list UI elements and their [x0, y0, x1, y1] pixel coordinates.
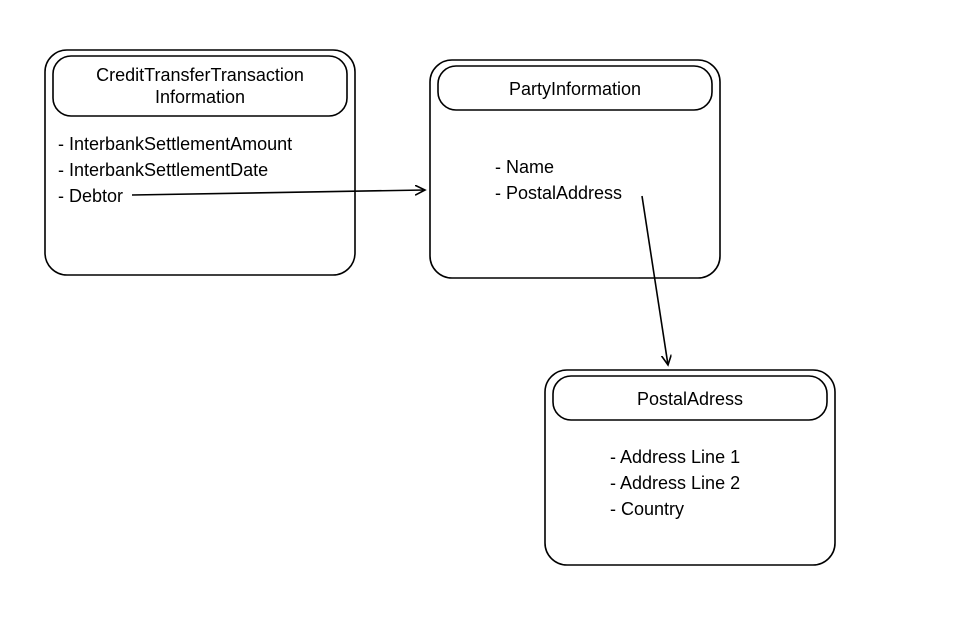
- node-credit-title-2: Information: [155, 87, 245, 107]
- diagram-canvas: CreditTransferTransaction Information - …: [0, 0, 970, 640]
- postal-attr-0: - Address Line 1: [610, 447, 740, 467]
- node-credit-transfer: CreditTransferTransaction Information - …: [45, 50, 355, 275]
- postal-attr-1: - Address Line 2: [610, 473, 740, 493]
- credit-attr-2: - Debtor: [58, 186, 123, 206]
- edge-debtor-to-party: [132, 190, 425, 195]
- postal-attr-2: - Country: [610, 499, 684, 519]
- node-party-information: PartyInformation - Name - PostalAddress: [430, 60, 720, 278]
- node-postal-title: PostalAdress: [637, 389, 743, 409]
- node-credit-title-1: CreditTransferTransaction: [96, 65, 304, 85]
- party-attr-0: - Name: [495, 157, 554, 177]
- credit-attr-0: - InterbankSettlementAmount: [58, 134, 292, 154]
- credit-attr-1: - InterbankSettlementDate: [58, 160, 268, 180]
- edge-postaladdress-to-postal: [642, 196, 668, 365]
- node-party-title: PartyInformation: [509, 79, 641, 99]
- party-attr-1: - PostalAddress: [495, 183, 622, 203]
- node-postal-address: PostalAdress - Address Line 1 - Address …: [545, 370, 835, 565]
